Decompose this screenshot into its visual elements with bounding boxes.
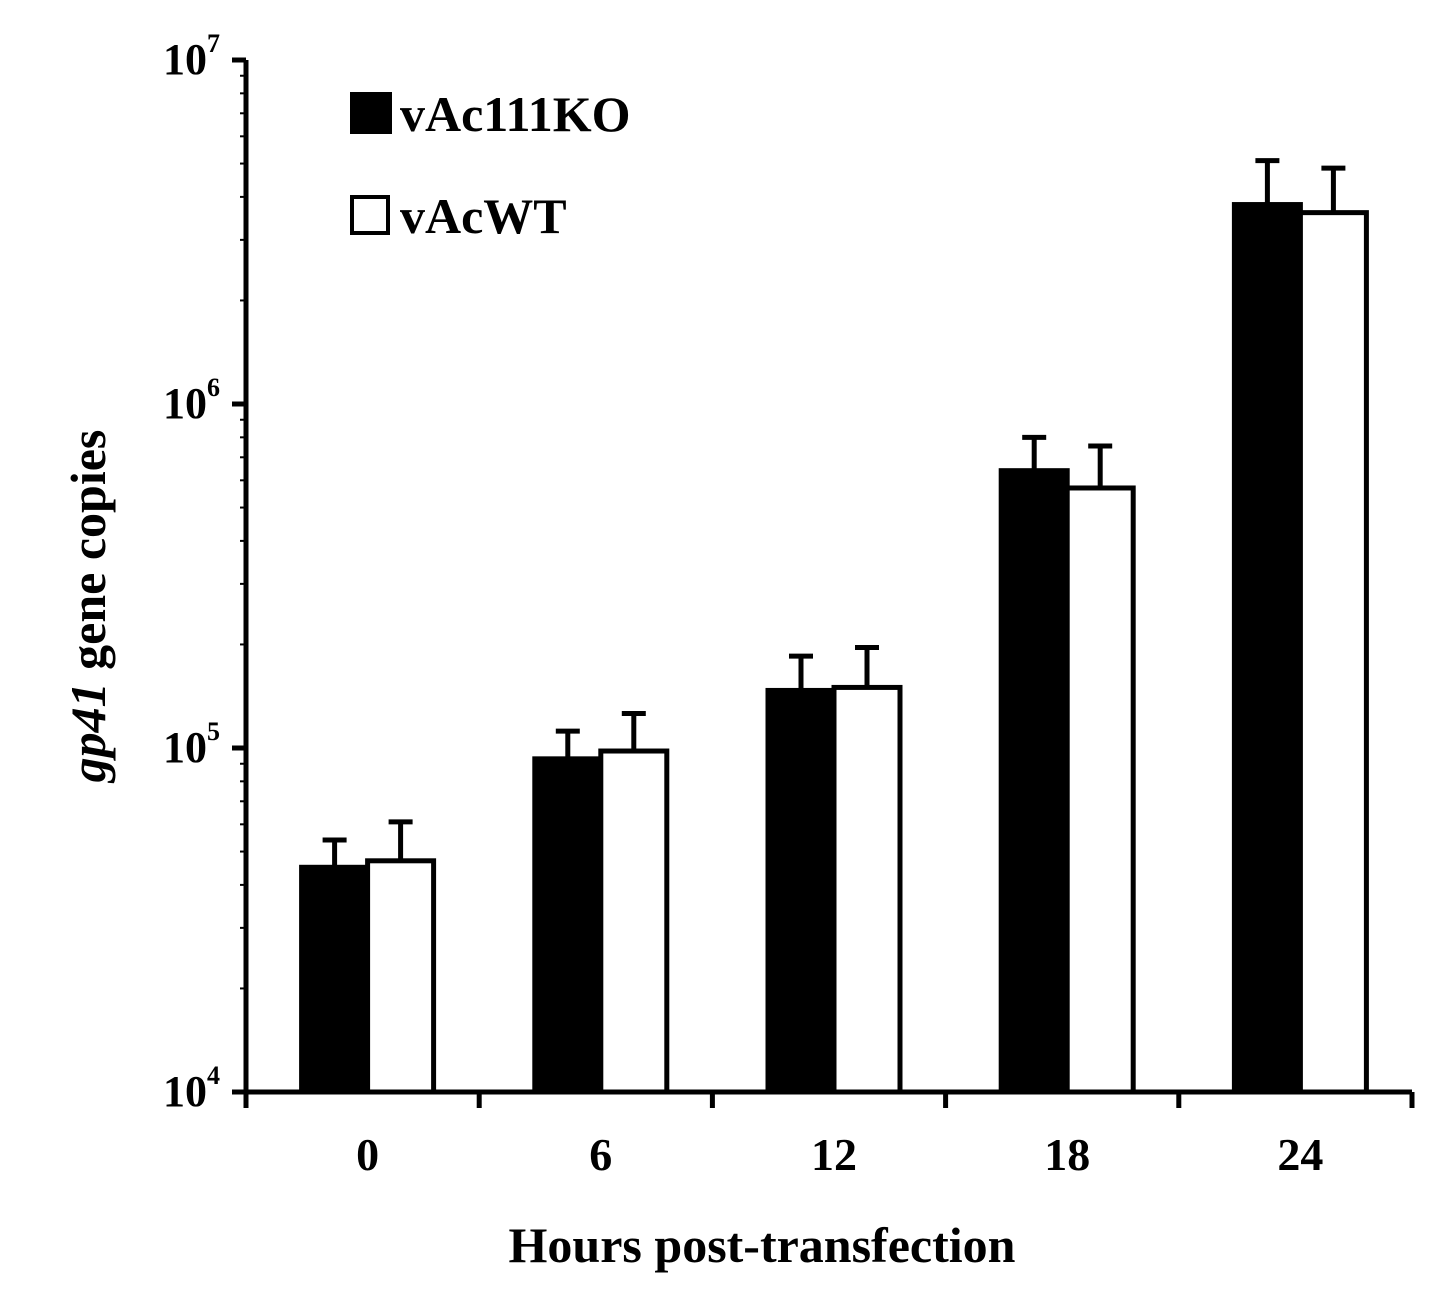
bar-vac111ko-18 (998, 468, 1070, 1095)
x-axis-title: Hours post-transfection (509, 1217, 1016, 1273)
x-ticks-layer: 0 6 12 18 24 (243, 1092, 1415, 1180)
x-tick-label: 0 (356, 1129, 379, 1180)
y-tick-label: 104 (163, 1061, 220, 1116)
y-axis-title-gene: gp41 (60, 682, 116, 783)
x-tick-label: 18 (1044, 1129, 1090, 1180)
axes-layer (243, 60, 1412, 1095)
bar-vac111ko-6 (532, 756, 604, 1095)
legend-swatch-vac111ko (350, 92, 392, 134)
x-tick-label: 24 (1277, 1129, 1323, 1180)
y-axis-title-rest: gene copies (60, 430, 116, 683)
y-axis-title: gp41 gene copies (60, 430, 116, 784)
legend-label-vac111ko: vAc111KO (400, 86, 631, 142)
y-ticks-layer: 104 105 106 107 (163, 29, 246, 1116)
bar-vacwt-18 (1064, 485, 1136, 1095)
bars-layer (299, 202, 1369, 1095)
bar-vacwt-0 (365, 858, 437, 1095)
bar-vacwt-24 (1297, 210, 1369, 1095)
y-tick-label: 106 (163, 373, 220, 428)
bar-vac111ko-12 (765, 687, 837, 1095)
x-tick-label: 12 (811, 1129, 857, 1180)
bar-vac111ko-24 (1231, 202, 1303, 1095)
error-bars-layer (322, 158, 1346, 868)
y-tick-label: 105 (163, 717, 220, 772)
bar-vacwt-6 (598, 748, 670, 1095)
bar-vac111ko-0 (299, 864, 371, 1095)
x-tick-label: 6 (589, 1129, 612, 1180)
legend-label-vacwt: vAcWT (400, 188, 567, 244)
legend-swatch-vacwt (350, 195, 390, 235)
legend: vAc111KO vAcWT (350, 86, 631, 244)
bar-vacwt-12 (831, 684, 903, 1095)
y-tick-label: 107 (163, 29, 220, 84)
